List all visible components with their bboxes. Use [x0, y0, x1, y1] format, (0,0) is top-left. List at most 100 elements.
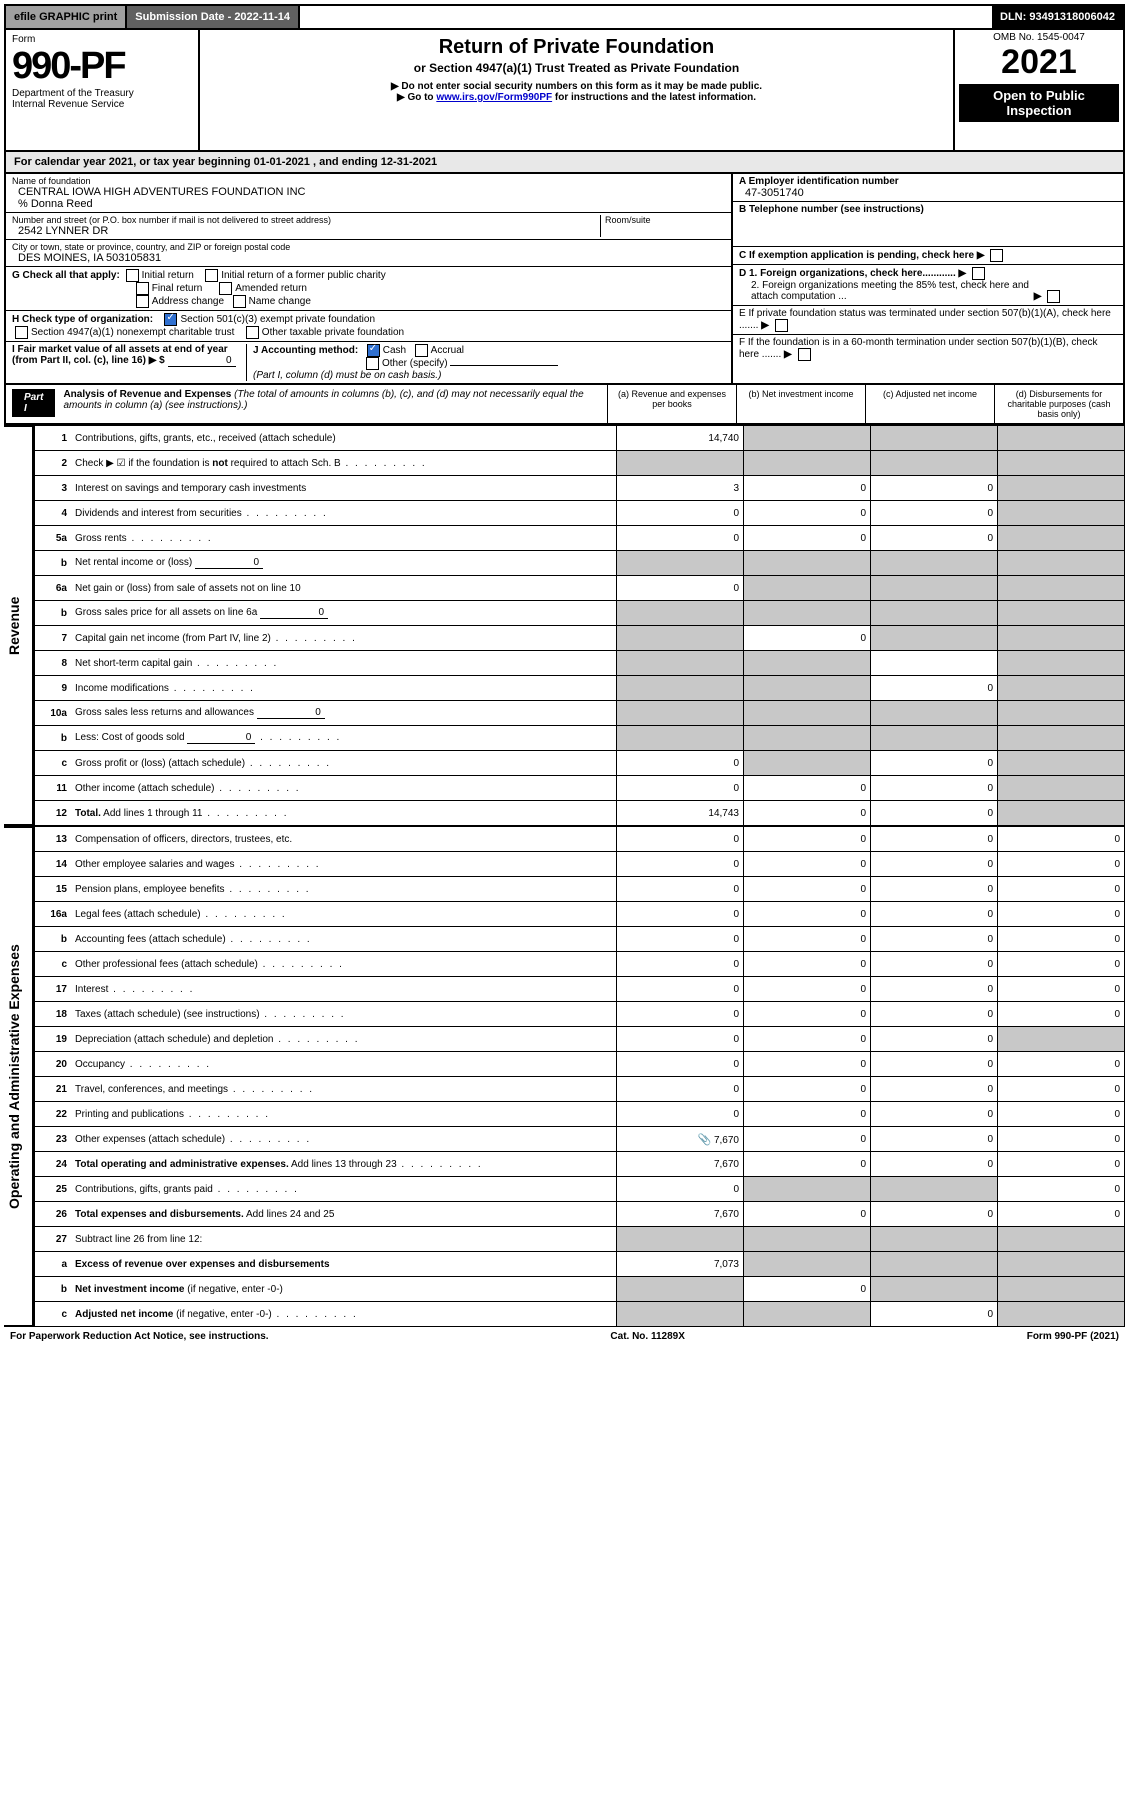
checkbox-address-change[interactable] [136, 295, 149, 308]
section-h: H Check type of organization: Section 50… [6, 311, 731, 342]
checkbox-initial-return-former[interactable] [205, 269, 218, 282]
cell-col-a: 0 [617, 576, 744, 601]
checkbox-85pct-test[interactable] [1047, 290, 1060, 303]
dln-label: DLN: 93491318006042 [992, 6, 1123, 28]
table-row: 14Other employee salaries and wages0000 [35, 852, 1125, 877]
cell-col-b [744, 1227, 871, 1252]
checkbox-other-taxable[interactable] [246, 326, 259, 339]
cell-col-a [617, 1227, 744, 1252]
telephone-cell: B Telephone number (see instructions) [733, 202, 1123, 247]
cell-col-a: 0 [617, 852, 744, 877]
table-row: 8Net short-term capital gain [35, 651, 1125, 676]
line-label: Taxes (attach schedule) (see instruction… [71, 1002, 617, 1027]
line-number: 7 [35, 626, 72, 651]
line-label: Total operating and administrative expen… [71, 1152, 617, 1177]
line-label: Travel, conferences, and meetings [71, 1077, 617, 1102]
cell-col-c: 0 [871, 776, 998, 801]
line-number: 23 [35, 1127, 72, 1152]
cell-col-c: 0 [871, 751, 998, 776]
col-c-header: (c) Adjusted net income [865, 385, 994, 423]
calendar-year-line: For calendar year 2021, or tax year begi… [4, 152, 1125, 174]
checkbox-final-return[interactable] [136, 282, 149, 295]
cell-col-d [998, 776, 1125, 801]
line-number: 12 [35, 801, 72, 826]
checkbox-foreign-org[interactable] [972, 267, 985, 280]
line-number: 3 [35, 476, 72, 501]
table-row: 10aGross sales less returns and allowanc… [35, 701, 1125, 726]
cell-col-c: 0 [871, 1002, 998, 1027]
table-row: 21Travel, conferences, and meetings0000 [35, 1077, 1125, 1102]
revenue-label: Revenue [4, 425, 34, 826]
checkbox-accrual[interactable] [415, 344, 428, 357]
line-label: Income modifications [71, 676, 617, 701]
cell-col-a [617, 451, 744, 476]
table-row: 19Depreciation (attach schedule) and dep… [35, 1027, 1125, 1052]
cell-col-d: 0 [998, 1177, 1125, 1202]
line-label: Printing and publications [71, 1102, 617, 1127]
cell-col-a: 0 [617, 827, 744, 852]
cell-col-b: 0 [744, 1127, 871, 1152]
table-row: bAccounting fees (attach schedule)0000 [35, 927, 1125, 952]
cell-col-b: 0 [744, 476, 871, 501]
cell-col-b [744, 676, 871, 701]
checkbox-initial-return[interactable] [126, 269, 139, 282]
line-number: b [35, 927, 72, 952]
checkbox-amended-return[interactable] [219, 282, 232, 295]
checkbox-60month[interactable] [798, 348, 811, 361]
table-row: 26Total expenses and disbursements. Add … [35, 1202, 1125, 1227]
checkbox-other-method[interactable] [366, 357, 379, 370]
cell-col-d [998, 526, 1125, 551]
cell-col-b [744, 551, 871, 576]
checkbox-4947a1[interactable] [15, 326, 28, 339]
line-number: 17 [35, 977, 72, 1002]
cell-col-b: 0 [744, 977, 871, 1002]
cell-col-b: 0 [744, 526, 871, 551]
cell-col-b: 0 [744, 1052, 871, 1077]
cell-col-c: 0 [871, 1102, 998, 1127]
cell-col-a: 0 [617, 526, 744, 551]
cell-col-c [871, 651, 998, 676]
part1-badge: Part I [12, 389, 55, 417]
line-number: 14 [35, 852, 72, 877]
checkbox-status-terminated[interactable] [775, 319, 788, 332]
line-label: Less: Cost of goods sold 0 [71, 726, 617, 751]
table-row: 25Contributions, gifts, grants paid00 [35, 1177, 1125, 1202]
ein-value: 47-3051740 [739, 187, 1117, 199]
efile-button[interactable]: efile GRAPHIC print [6, 6, 127, 28]
line-label: Net short-term capital gain [71, 651, 617, 676]
line-label: Compensation of officers, directors, tru… [71, 827, 617, 852]
cell-col-b: 0 [744, 852, 871, 877]
ein-cell: A Employer identification number 47-3051… [733, 174, 1123, 202]
checkbox-501c3[interactable] [164, 313, 177, 326]
line-number: 5a [35, 526, 72, 551]
cell-col-c: 0 [871, 1152, 998, 1177]
section-c: C If exemption application is pending, c… [733, 247, 1123, 265]
cell-col-a: 0 [617, 776, 744, 801]
dept-line2: Internal Revenue Service [12, 99, 192, 110]
table-row: 9Income modifications0 [35, 676, 1125, 701]
cell-col-c: 0 [871, 526, 998, 551]
form-title: Return of Private Foundation [210, 36, 943, 59]
table-row: 2Check ▶ ☑ if the foundation is not requ… [35, 451, 1125, 476]
attachment-icon[interactable]: 📎 [697, 1133, 711, 1146]
form-subtitle: or Section 4947(a)(1) Trust Treated as P… [210, 61, 943, 75]
checkbox-name-change[interactable] [233, 295, 246, 308]
form-word: Form [12, 34, 192, 45]
instructions-link[interactable]: www.irs.gov/Form990PF [436, 92, 552, 103]
cell-col-b [744, 1302, 871, 1327]
part1-header-row: Part I Analysis of Revenue and Expenses … [4, 385, 1125, 425]
line-label: Pension plans, employee benefits [71, 877, 617, 902]
checkbox-exemption-pending[interactable] [990, 249, 1003, 262]
checkbox-cash[interactable] [367, 344, 380, 357]
line-number: b [35, 1277, 72, 1302]
cell-col-c [871, 1177, 998, 1202]
line-label: Gross sales price for all assets on line… [71, 601, 617, 626]
table-row: 18Taxes (attach schedule) (see instructi… [35, 1002, 1125, 1027]
cell-col-d: 0 [998, 952, 1125, 977]
line-number: 27 [35, 1227, 72, 1252]
line-number: c [35, 1302, 72, 1327]
city-state-zip: DES MOINES, IA 503105831 [12, 252, 725, 264]
cell-col-a: 0 [617, 1052, 744, 1077]
table-row: bGross sales price for all assets on lin… [35, 601, 1125, 626]
cell-col-c: 0 [871, 476, 998, 501]
